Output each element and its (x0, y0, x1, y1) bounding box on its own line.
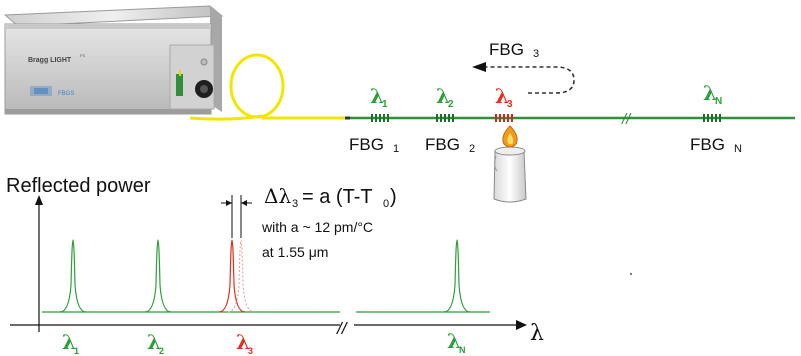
fbg-text: FBG (349, 135, 384, 154)
fbg-n-label: FBG N (690, 135, 742, 155)
peak-n (443, 239, 471, 313)
plot-axes: Reflected power λ // (6, 175, 544, 346)
grating-3-wavelength: λ 3 (495, 84, 513, 110)
fbg-number: N (734, 143, 742, 155)
candle-icon (493, 125, 527, 203)
peak-3-original (218, 239, 246, 313)
device-brand-suffix: FS (80, 53, 85, 58)
wavelength-shift-indicator (221, 195, 252, 238)
formula-subscript-3: 3 (292, 198, 298, 210)
device-connector (169, 44, 215, 110)
grating-3-marks (495, 114, 513, 122)
peak-3-shifted (227, 239, 255, 313)
fiber-break-mark: // (621, 111, 632, 128)
peak-3-label: λ 3 (236, 330, 253, 356)
lambda-subscript: 2 (159, 346, 164, 356)
lambda-subscript: 3 (248, 346, 253, 356)
device-brand-label: Bragg LIGHT (28, 57, 72, 64)
formula-subscript-0: 0 (383, 198, 389, 210)
shift-formula: Δλ 3 = a (T-T 0 ) with a ~ 12 pm/°C at 1… (261, 184, 397, 260)
grating-2-wavelength: λ 2 (436, 84, 454, 110)
lambda-symbol: λ (147, 330, 161, 354)
plot-y-axis-label: Reflected power (6, 175, 151, 197)
lambda-subscript: 1 (382, 99, 388, 110)
lambda-subscript: N (459, 345, 466, 355)
fbg-number: 2 (469, 143, 475, 155)
peak-2 (144, 239, 172, 313)
peak-1 (59, 239, 87, 313)
plot-x-axis-label: λ (530, 321, 544, 346)
fbg-1-label: FBG 1 (349, 135, 399, 155)
grating-n-wavelength: λ N (703, 81, 722, 107)
lambda-symbol: λ (370, 84, 384, 108)
lambda-symbol: λ (62, 330, 76, 354)
fbg-text: FBG (690, 135, 725, 154)
fbg-2-label: FBG 2 (425, 135, 475, 155)
lambda-symbol: λ (447, 329, 461, 353)
formula-wavelength: at 1.55 μm (262, 244, 328, 260)
sensing-fiber: // (350, 111, 795, 128)
lambda-symbol: λ (436, 84, 450, 108)
reflected-fbg-number: 3 (533, 48, 539, 60)
grating-2-marks (436, 114, 454, 122)
lambda-symbol: λ (495, 84, 509, 108)
company-logo-text: FBGS (58, 91, 74, 97)
stray-dot (630, 273, 632, 275)
grating-n-marks (703, 114, 721, 122)
lambda-symbol: λ (236, 330, 250, 354)
lambda-symbol: λ (703, 81, 717, 105)
interrogator-device: Bragg LIGHT FS FBGS (3, 5, 224, 115)
reflected-fbg-text: FBG (489, 40, 524, 59)
formula-delta: Δλ (264, 184, 291, 208)
formula-rhs: = a (T-T (302, 186, 373, 208)
fbg-text: FBG (425, 135, 460, 154)
lambda-subscript: 3 (507, 99, 513, 110)
formula-coefficient: with a ~ 12 pm/°C (261, 219, 373, 235)
plot-break-mark: // (336, 319, 349, 338)
peak-2-label: λ 2 (147, 330, 164, 356)
lambda-subscript: 1 (74, 346, 79, 356)
peak-1-label: λ 1 (62, 330, 79, 356)
fiber-coil (189, 53, 350, 121)
formula-close: ) (390, 186, 397, 208)
peak-n-label: λ N (447, 329, 466, 355)
company-logo: FBGS (30, 86, 74, 97)
fbg-number: 1 (393, 143, 399, 155)
grating-1-wavelength: λ 1 (370, 84, 388, 110)
lambda-subscript: 2 (448, 99, 454, 110)
grating-1-marks (371, 114, 389, 122)
lambda-subscript: N (715, 96, 722, 107)
reflected-signal-arrow: FBG 3 (472, 40, 575, 94)
